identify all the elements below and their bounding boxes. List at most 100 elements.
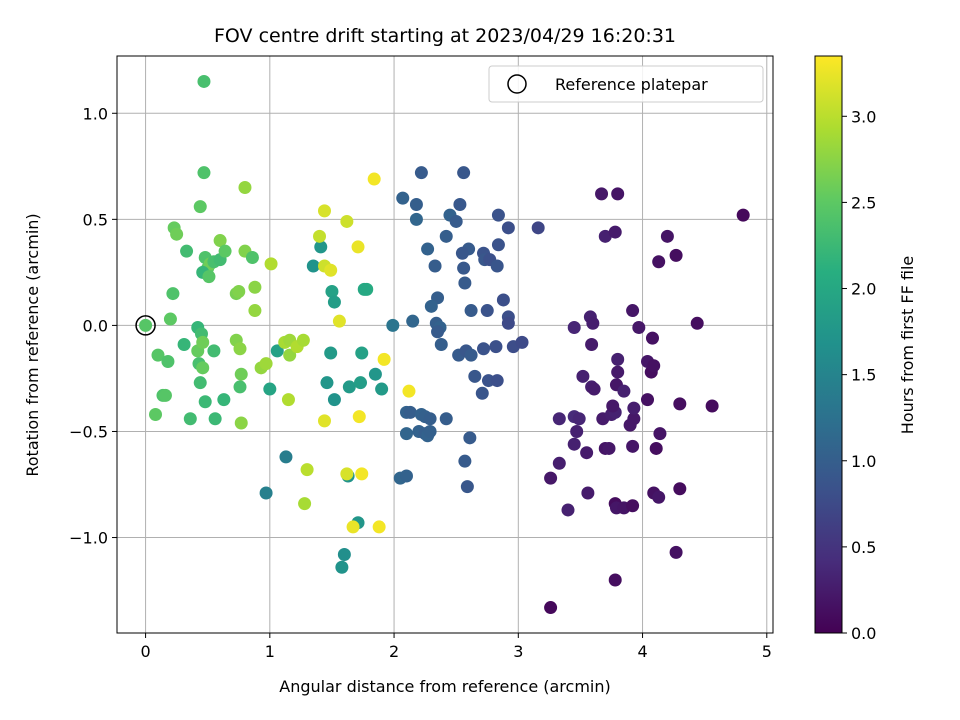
data-point <box>337 548 351 562</box>
data-point <box>552 412 566 426</box>
data-point <box>207 344 221 358</box>
colorbar-tick-label: 1.5 <box>851 366 876 385</box>
data-point <box>645 331 659 345</box>
x-axis-ticks: 0 1 2 3 4 5 <box>140 633 772 661</box>
data-point <box>233 342 247 356</box>
data-point <box>332 314 346 328</box>
data-point <box>351 240 365 254</box>
data-point <box>515 335 529 349</box>
data-point <box>468 369 482 383</box>
data-point <box>570 424 584 438</box>
data-point <box>576 369 590 383</box>
data-point <box>355 467 369 481</box>
data-point <box>458 276 472 290</box>
y-tick-label: −0.5 <box>69 422 108 441</box>
data-point <box>327 295 341 309</box>
data-point <box>653 427 667 441</box>
data-point <box>325 284 339 298</box>
data-point <box>736 208 750 222</box>
data-point <box>196 361 210 375</box>
data-point <box>166 287 180 301</box>
data-point <box>163 312 177 326</box>
data-point <box>409 197 423 211</box>
data-point <box>367 172 381 186</box>
data-point <box>632 321 646 335</box>
data-point <box>396 191 410 205</box>
data-point <box>259 486 273 500</box>
data-point <box>572 412 586 426</box>
data-point <box>626 304 640 318</box>
data-point <box>270 344 284 358</box>
colorbar-tick-label: 1.0 <box>851 452 876 471</box>
data-point <box>197 74 211 88</box>
y-tick-label: 0.0 <box>83 316 108 335</box>
data-point <box>177 338 191 351</box>
data-point <box>238 181 252 195</box>
data-point <box>300 463 314 477</box>
data-point <box>480 304 494 318</box>
data-point <box>161 354 175 368</box>
data-point <box>611 187 625 201</box>
data-point <box>423 424 437 438</box>
data-point <box>259 357 273 371</box>
data-point <box>580 446 594 460</box>
data-point <box>368 367 382 381</box>
data-point <box>586 316 600 330</box>
data-point <box>399 427 413 441</box>
data-point <box>372 520 386 534</box>
data-point <box>705 399 719 413</box>
x-tick-label: 2 <box>389 642 399 661</box>
data-point <box>263 382 277 396</box>
data-point <box>375 382 389 396</box>
data-point <box>660 229 674 243</box>
data-point <box>327 393 341 407</box>
data-point <box>248 304 262 318</box>
data-point <box>170 227 184 241</box>
data-point <box>264 257 278 271</box>
data-point <box>213 234 227 248</box>
data-point <box>647 359 661 373</box>
data-point <box>324 346 338 360</box>
data-points <box>149 74 750 615</box>
data-point <box>346 520 360 534</box>
data-point <box>314 240 328 254</box>
data-point <box>414 166 428 180</box>
colorbar: 0.0 0.5 1.0 1.5 2.0 2.5 3.0 Hours from first F… <box>814 55 917 643</box>
data-point <box>245 251 259 265</box>
data-point <box>234 416 248 430</box>
legend-marker-icon <box>507 74 527 94</box>
data-point <box>317 204 331 218</box>
data-point <box>403 405 417 419</box>
data-point <box>544 601 558 615</box>
data-point <box>455 246 469 260</box>
y-tick-label: −1.0 <box>69 529 108 548</box>
data-point <box>193 200 207 214</box>
data-point <box>197 166 211 180</box>
data-point <box>464 304 478 318</box>
data-point <box>248 280 262 294</box>
data-point <box>627 401 641 415</box>
y-axis-label: Rotation from reference (arcmin) <box>23 213 42 476</box>
data-point <box>673 482 687 496</box>
data-point <box>598 229 612 243</box>
x-tick-label: 5 <box>762 642 772 661</box>
data-point <box>218 244 232 258</box>
data-point <box>423 412 437 426</box>
data-point <box>490 259 504 273</box>
data-point <box>561 503 575 517</box>
data-point <box>340 467 354 481</box>
colorbar-gradient <box>815 56 842 633</box>
colorbar-tick-label: 3.0 <box>851 107 876 126</box>
data-point <box>567 321 581 335</box>
colorbar-tick-label: 0.0 <box>851 624 876 643</box>
data-point <box>324 263 338 277</box>
data-point <box>501 221 515 235</box>
data-point <box>602 441 616 455</box>
data-point <box>283 348 297 362</box>
data-point <box>151 348 165 362</box>
data-point <box>193 376 207 390</box>
data-point <box>428 259 442 273</box>
data-point <box>490 374 504 388</box>
colorbar-tick-label: 2.5 <box>851 193 876 212</box>
legend-box <box>488 65 764 103</box>
